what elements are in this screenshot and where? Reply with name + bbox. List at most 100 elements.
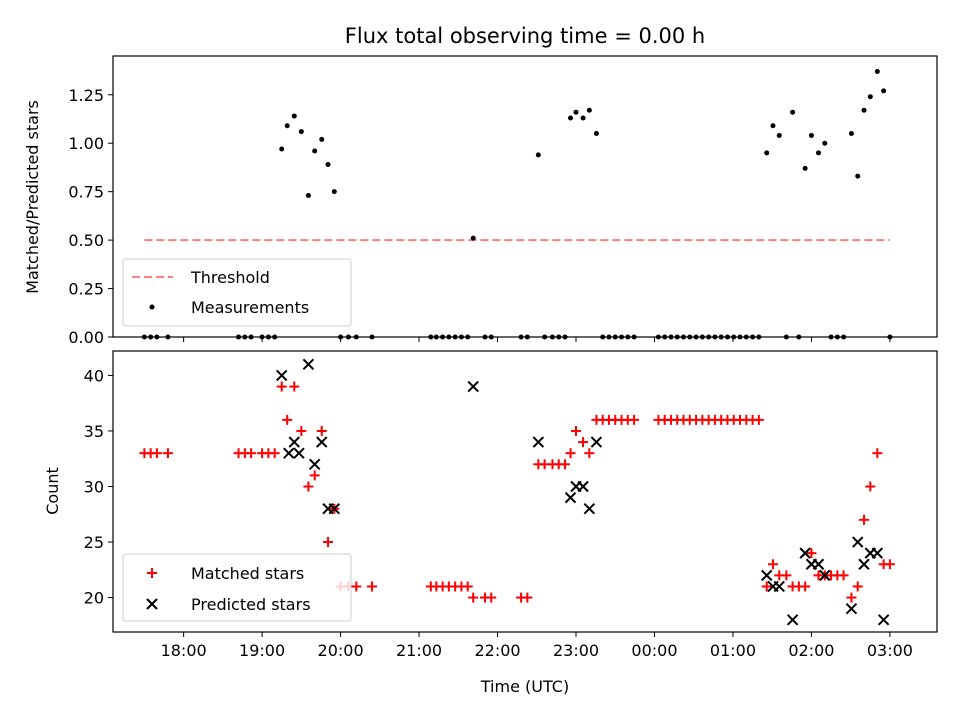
y-tick-label: 0.25 — [68, 280, 104, 299]
measurement-point — [808, 132, 814, 138]
y-tick-label: 40 — [84, 366, 104, 385]
matched-star-point — [486, 592, 497, 603]
bottom-legend: Matched stars Predicted stars — [122, 553, 352, 622]
measurement-point — [867, 94, 873, 100]
bottom-y-axis-label: Count — [43, 467, 62, 515]
y-tick-label: 0.75 — [68, 183, 104, 202]
predicted-star-point — [583, 503, 596, 515]
y-tick-label: 25 — [84, 533, 104, 552]
measurement-point — [470, 235, 476, 241]
measurement-point — [298, 129, 304, 135]
top-plot-frame — [112, 55, 938, 338]
measurement-point — [848, 131, 854, 137]
x-axis-label: Time (UTC) — [480, 677, 569, 696]
matched-star-point — [303, 481, 314, 492]
matched-star-point — [276, 381, 287, 392]
predicted-star-point — [871, 547, 884, 559]
measurement-point — [861, 107, 867, 113]
top-panel: 0.00 0.25 0.50 0.75 1.00 1.25 Matched/Predict… — [23, 55, 938, 347]
predicted-star-point — [308, 458, 321, 470]
y-tick-label: 30 — [84, 478, 104, 497]
y-tick-label: 1.25 — [68, 86, 104, 105]
y-tick-label: 20 — [84, 589, 104, 608]
y-tick-label: 35 — [84, 422, 104, 441]
matched-star-point — [282, 414, 293, 425]
matched-star-point — [246, 448, 257, 459]
matched-star-point — [584, 448, 595, 459]
matched-star-point — [629, 414, 640, 425]
chart-title: Flux total observing time = 0.00 h — [345, 24, 705, 48]
bottom-y-ticks: 20 25 30 35 40 — [84, 366, 113, 608]
predicted-star-point — [877, 614, 890, 626]
measurement-point — [331, 189, 337, 195]
matched-star-point — [859, 514, 870, 525]
matched-star-point — [884, 559, 895, 570]
bottom-x-ticks: 18:00 19:00 20:00 21:00 22:00 23:00 00:00 01:00… — [161, 632, 913, 660]
matched-star-point — [462, 581, 473, 592]
predicted-star-point — [858, 558, 870, 570]
matched-star-point — [761, 581, 772, 592]
matched-star-point — [289, 381, 300, 392]
matched-star-point — [366, 581, 377, 592]
predicted-star-point — [760, 569, 773, 582]
matched-star-point — [753, 414, 764, 425]
matched-star-point — [565, 448, 576, 459]
measurement-point — [291, 113, 297, 119]
predicted-star-point — [293, 447, 305, 459]
measurement-point — [535, 152, 541, 158]
predicted-star-point — [786, 614, 799, 626]
measurements-legend-label: Measurements — [191, 298, 309, 317]
bottom-panel: 18:00 19:00 20:00 21:00 22:00 23:00 00:00 01:00… — [43, 350, 938, 696]
top-legend-box — [122, 258, 352, 327]
matched-star-point — [323, 537, 334, 548]
x-tick-label: 02:00 — [788, 641, 834, 660]
y-tick-label: 1.00 — [68, 134, 104, 153]
y-tick-label: 0.50 — [68, 231, 104, 250]
y-tick-label: 0.00 — [68, 328, 104, 347]
matched-star-point — [560, 459, 571, 470]
predicted-star-point — [812, 558, 825, 570]
top-x-ticks — [183, 337, 891, 342]
top-plot-marks — [141, 69, 893, 340]
threshold-legend-label: Threshold — [190, 268, 270, 287]
matched-star-point — [309, 470, 320, 481]
measurement-point — [284, 123, 290, 129]
x-tick-label: 21:00 — [396, 641, 442, 660]
matched-legend-swatch — [147, 568, 157, 578]
top-y-ticks: 0.00 0.25 0.50 0.75 1.00 1.25 — [68, 86, 113, 347]
measurement-point — [319, 136, 325, 142]
matched-star-point — [316, 425, 327, 436]
x-tick-label: 23:00 — [553, 641, 599, 660]
matched-star-point — [838, 570, 849, 581]
matched-star-point — [351, 581, 362, 592]
predicted-star-point — [276, 369, 288, 382]
matched-legend-label: Matched stars — [191, 564, 304, 583]
matched-star-point — [781, 570, 792, 581]
bottom-plot-marks — [139, 358, 895, 626]
predicted-star-point — [283, 447, 295, 459]
measurement-point — [568, 115, 574, 121]
measurement-point — [802, 165, 808, 171]
predicted-star-point — [302, 358, 315, 371]
measurement-point — [874, 69, 880, 75]
matched-star-point — [852, 581, 863, 592]
predicted-star-point — [316, 436, 328, 448]
measurement-point — [325, 162, 331, 168]
predicted-star-point — [845, 602, 858, 615]
x-tick-label: 22:00 — [474, 641, 520, 660]
predicted-legend-swatch — [146, 598, 158, 610]
measurement-point — [586, 107, 592, 113]
measurement-point — [816, 150, 822, 156]
predicted-star-point — [819, 569, 831, 582]
matched-star-point — [872, 448, 883, 459]
matched-star-point — [846, 592, 857, 603]
matched-star-point — [800, 581, 811, 592]
x-tick-label: 01:00 — [710, 641, 756, 660]
measurement-point — [881, 88, 887, 94]
predicted-star-point — [564, 491, 577, 504]
predicted-star-point — [577, 480, 589, 493]
predicted-star-point — [852, 536, 864, 548]
measurement-point — [770, 123, 776, 129]
top-y-axis-label: Matched/Predicted stars — [23, 100, 42, 294]
